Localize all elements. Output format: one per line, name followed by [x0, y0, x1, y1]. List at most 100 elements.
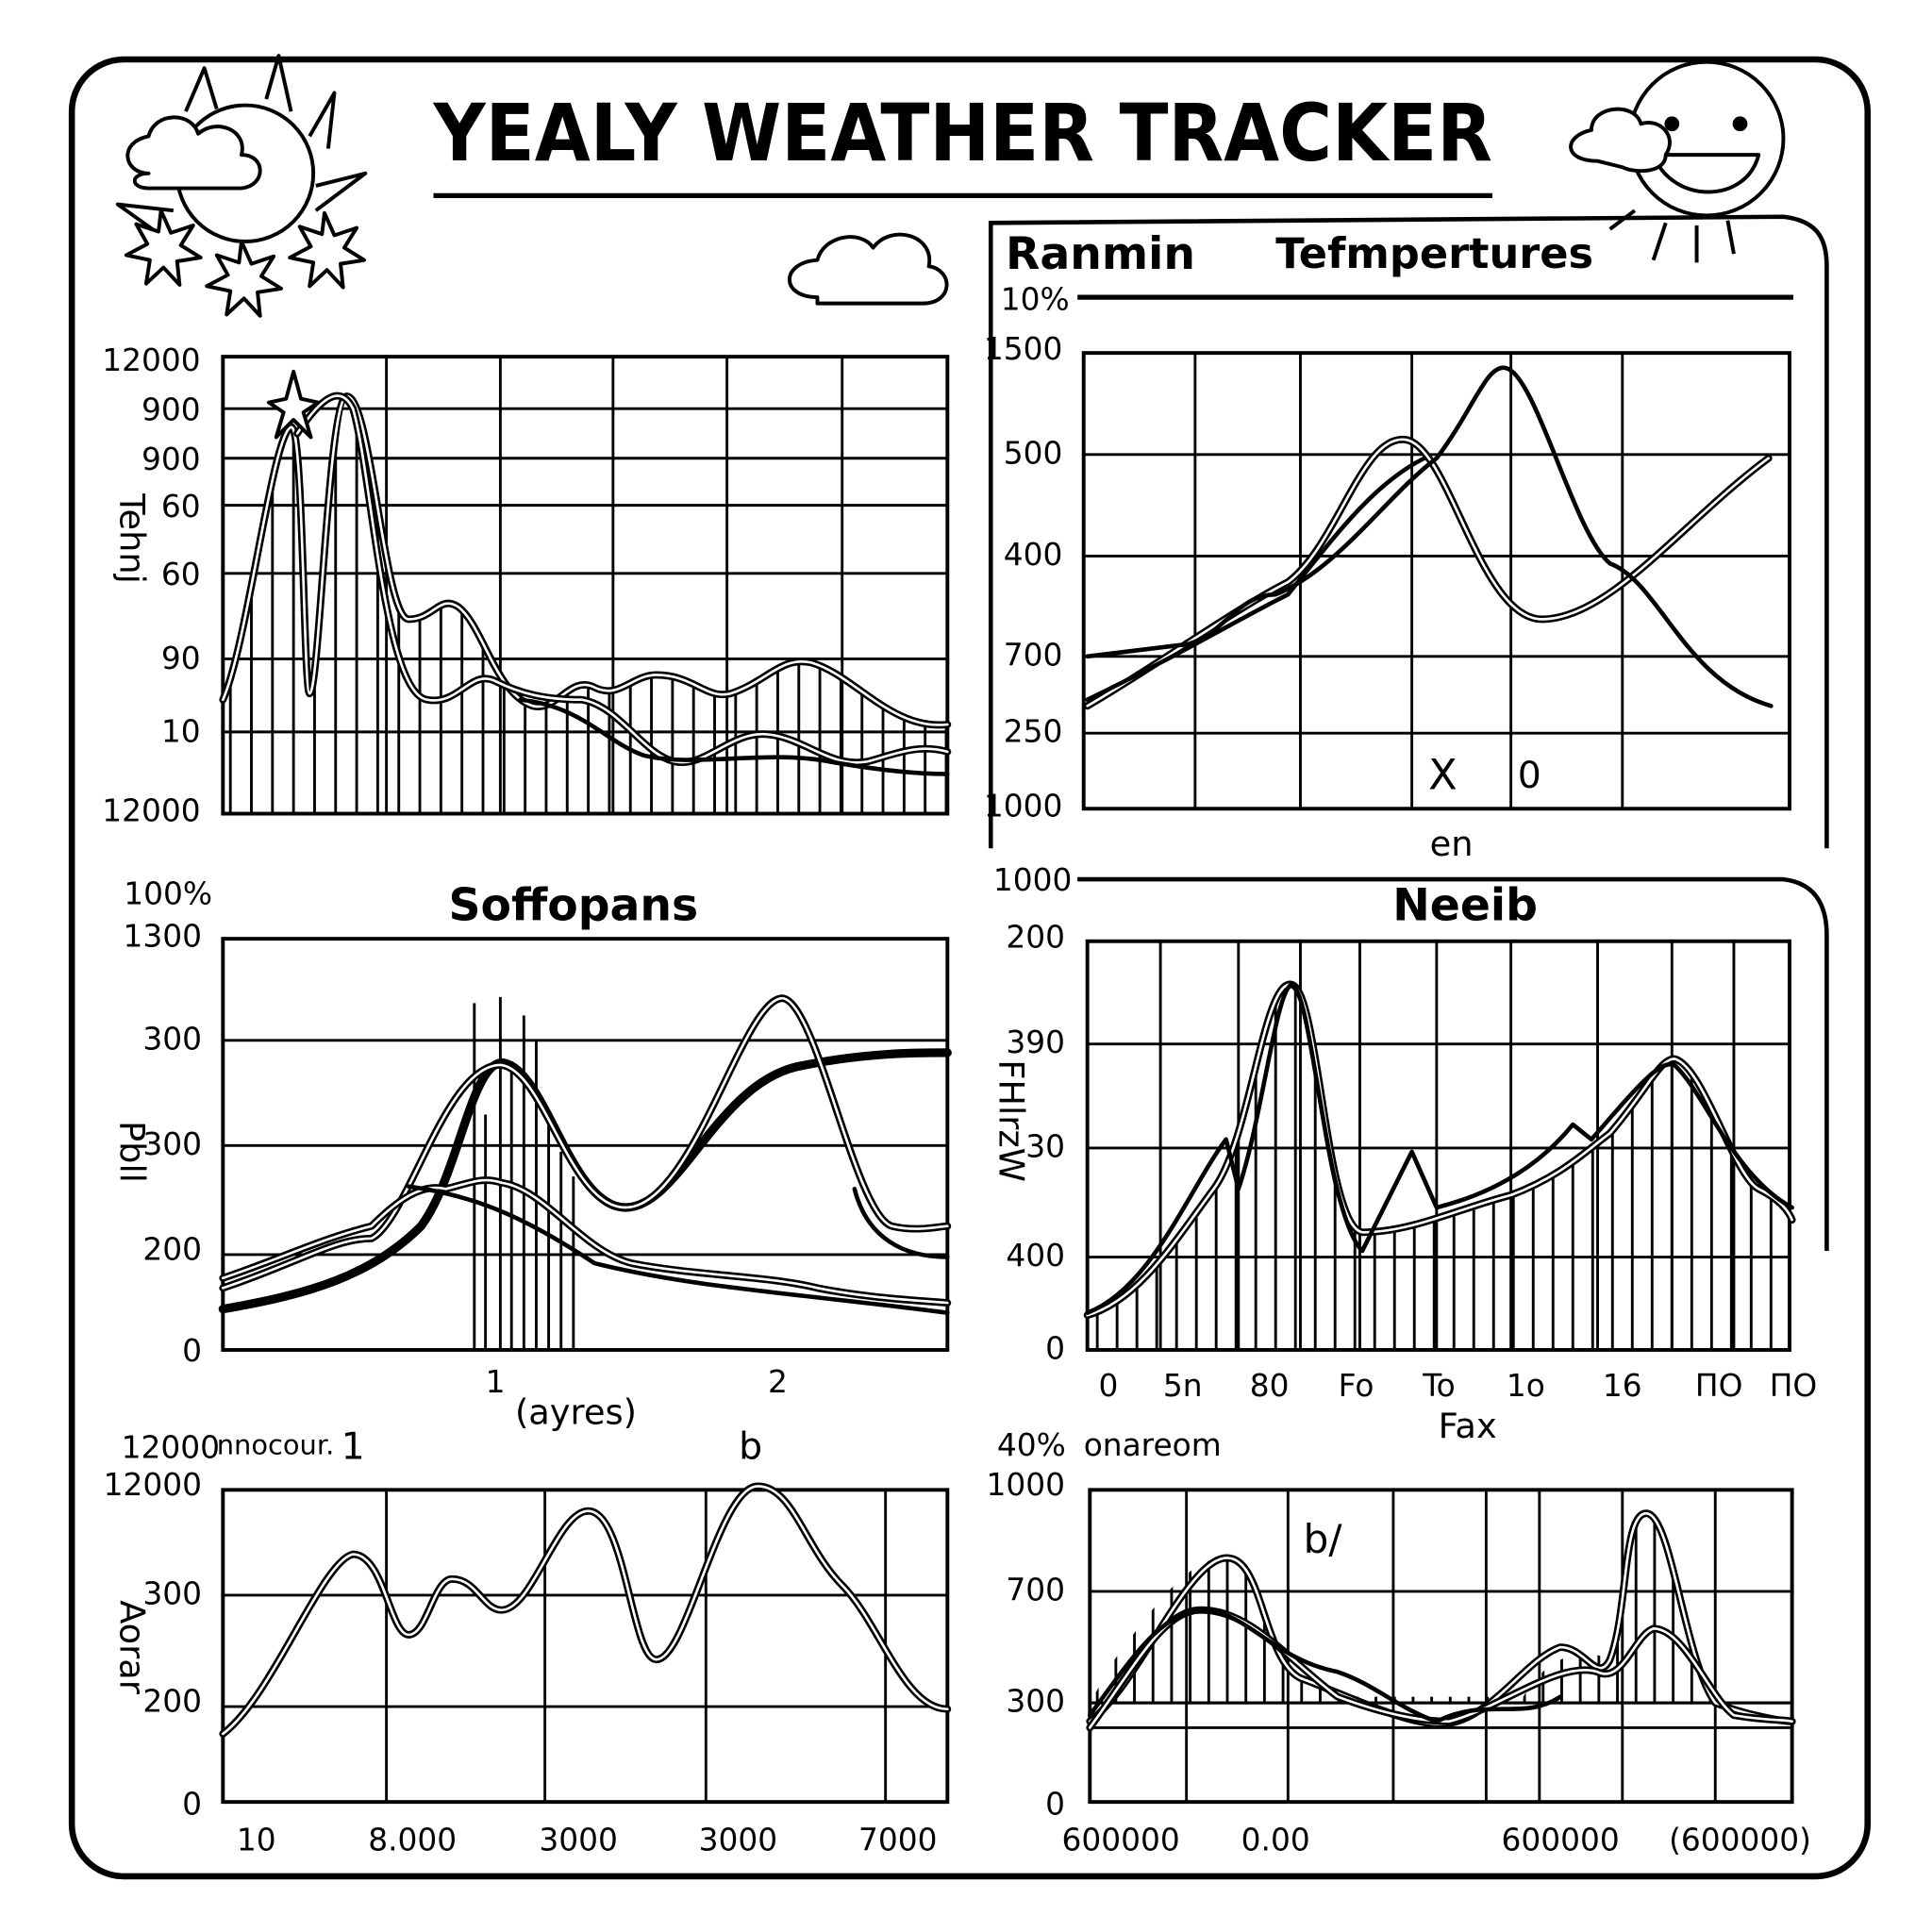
y-axis-label: Tehnj [111, 492, 152, 584]
curve [288, 210, 366, 290]
x-tick-label: 0.00 [1241, 1823, 1310, 1858]
corner-label: 40% [997, 1427, 1066, 1463]
curve [1086, 1509, 1796, 1728]
annotation: nnocour. [217, 1428, 335, 1460]
x-tick-label: 10 [237, 1823, 276, 1858]
y-tick-label: 90 [161, 641, 201, 676]
curve [1651, 153, 1761, 194]
y-tick-label: 200 [1006, 920, 1065, 956]
y-tick-label: 0 [1045, 1330, 1065, 1366]
x-tick-label: 1o [1507, 1368, 1545, 1404]
x-tick-label: 600000 [1061, 1823, 1179, 1858]
x-tick-label: 80 [1250, 1368, 1290, 1404]
annotation: X [1428, 750, 1457, 799]
corner-label: 10% [1001, 282, 1070, 318]
x-tick-label: 1 [486, 1364, 506, 1400]
annotation: b [739, 1425, 762, 1469]
annotation: 0 [1518, 754, 1541, 797]
y-tick-label: 12000 [104, 1467, 202, 1503]
y-tick-label: 300 [142, 1126, 202, 1162]
curve [852, 1187, 950, 1259]
curve [1569, 107, 1672, 174]
y-tick-label: 500 [1004, 435, 1063, 471]
x-tick-label: 7000 [858, 1823, 938, 1858]
curve [221, 394, 949, 726]
curves [218, 365, 1796, 1738]
panel-heading: Tefmpertures [1275, 229, 1593, 278]
curve [295, 394, 949, 764]
curve [1086, 983, 1793, 1317]
curve [293, 391, 952, 767]
y-tick-label: 700 [1006, 1572, 1065, 1607]
y-tick-label: 1000 [984, 788, 1063, 824]
curve [518, 697, 950, 776]
curve [266, 369, 321, 440]
plot-frame [1085, 939, 1791, 1352]
curve [124, 208, 203, 287]
y-tick-label: 12000 [102, 342, 200, 378]
x-tick-label: 5n [1163, 1368, 1203, 1404]
y-tick-label: 60 [161, 557, 201, 592]
page-title: YEALY WEATHER TRACKER [433, 87, 1492, 179]
x-tick-label: 3000 [699, 1823, 778, 1858]
curve [221, 1485, 949, 1736]
panel-heading: Soffopans [448, 879, 698, 931]
grid [221, 351, 1794, 1805]
y-tick-label: 12000 [102, 793, 200, 829]
y-tick-label: 390 [1006, 1024, 1065, 1060]
curve [1083, 436, 1773, 710]
annotation: onareom [1084, 1427, 1222, 1463]
curve [1088, 1511, 1793, 1725]
eye [1732, 116, 1748, 132]
curve [221, 1178, 949, 1305]
panel-frame [988, 214, 1829, 849]
curve [1085, 982, 1794, 1315]
y-tick-label: 1000 [987, 1467, 1066, 1503]
curve [1085, 456, 1427, 703]
curve [1083, 980, 1796, 1320]
y-tick-label: 1300 [123, 918, 202, 954]
annotation: b/ [1304, 1516, 1343, 1562]
curve [205, 240, 283, 318]
y-tick-label: 300 [1006, 1684, 1065, 1720]
x-tick-label: 3000 [539, 1823, 618, 1858]
plot-frame [221, 1488, 950, 1805]
y-tick-label: 400 [1006, 1238, 1065, 1274]
x-tick-label: To [1422, 1368, 1456, 1404]
x-tick-label: 8.000 [368, 1823, 457, 1858]
corner-label: 12000 [122, 1430, 220, 1466]
y-tick-label: 400 [1004, 537, 1063, 573]
labels: 120009009006060901012000Tehnj15005004007… [102, 228, 1817, 1858]
y-axis-label: FHlrzW [991, 1059, 1031, 1182]
hatch-group [1095, 984, 1773, 1350]
annotation: 1 [341, 1425, 365, 1469]
y-tick-label: 300 [142, 1021, 202, 1057]
y-tick-label: 10 [161, 714, 201, 750]
x-tick-label: 600000 [1502, 1823, 1620, 1858]
x-tick-label: Fo [1339, 1368, 1374, 1404]
x-tick-label: ПО [1770, 1368, 1818, 1404]
y-tick-label: 0 [182, 1333, 202, 1369]
y-axis-label: Pbll [111, 1121, 152, 1183]
x-axis-label: Fax [1439, 1406, 1497, 1446]
page-border [68, 56, 1872, 1880]
y-tick-label: 1500 [984, 331, 1063, 367]
plot-frame [1088, 1488, 1794, 1805]
x-tick-label: 2 [768, 1364, 788, 1400]
panel-frame [1077, 876, 1829, 1251]
sun-cloud-icon [115, 54, 368, 318]
x-axis-label: (ayres) [515, 1392, 637, 1433]
y-axis-label: Aorar [111, 1600, 152, 1695]
y-tick-label: 0 [182, 1787, 202, 1823]
y-tick-label: 200 [142, 1684, 202, 1720]
curve [125, 115, 262, 191]
y-tick-label: 30 [1025, 1128, 1065, 1164]
corner-label: 100% [124, 876, 212, 912]
curve [219, 1482, 952, 1738]
panel-heading: Neeib [1392, 879, 1538, 931]
curve [1087, 1607, 1563, 1724]
y-tick-label: 60 [161, 489, 201, 525]
eye [1664, 116, 1680, 132]
y-tick-label: 250 [1004, 714, 1063, 750]
